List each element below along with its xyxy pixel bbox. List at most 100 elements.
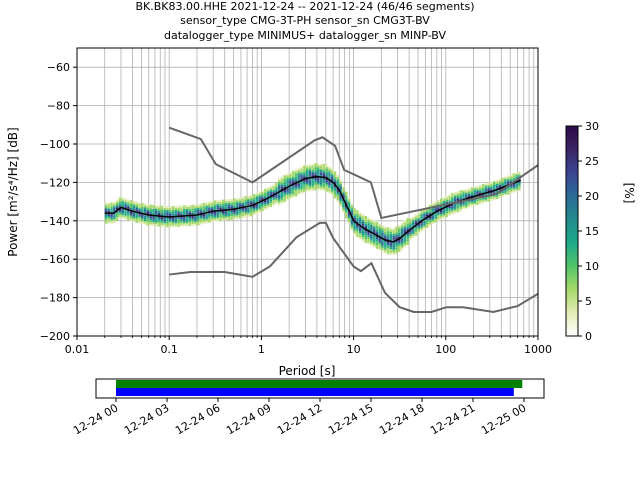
heatmap-cell <box>249 200 253 203</box>
heatmap-cell <box>428 212 432 215</box>
heatmap-cell <box>392 228 395 231</box>
heatmap-cell <box>328 172 331 175</box>
heatmap-cell <box>127 201 130 204</box>
heatmap-cell <box>269 203 273 206</box>
heatmap-cell <box>177 224 180 227</box>
heatmap-cell <box>350 226 354 229</box>
heatmap-cell <box>462 197 465 200</box>
heatmap-cell <box>205 204 208 207</box>
heatmap-cell <box>487 188 490 191</box>
heatmap-cell <box>325 174 328 177</box>
heatmap-cell <box>509 191 513 194</box>
heatmap-cell <box>395 230 398 233</box>
heatmap-cell <box>467 193 471 196</box>
colorbar <box>565 125 579 337</box>
heatmap-cell <box>305 172 309 175</box>
heatmap-cell <box>297 179 300 182</box>
heatmap-cell <box>269 199 273 202</box>
heatmap-cell <box>504 191 507 194</box>
heatmap-cell <box>311 175 314 178</box>
heatmap-cell <box>459 195 462 198</box>
heatmap-cell <box>378 244 381 247</box>
heatmap-cell <box>467 205 471 208</box>
heatmap-cell <box>490 189 493 192</box>
heatmap-cell <box>191 206 194 209</box>
heatmap-cell <box>213 206 217 209</box>
heatmap-cell <box>456 210 460 213</box>
heatmap-cell <box>157 209 161 212</box>
heatmap-cell <box>509 187 513 190</box>
heatmap-cell <box>370 228 373 231</box>
heatmap-cell <box>280 184 284 187</box>
heatmap-cell <box>163 211 166 214</box>
heatmap-cell <box>289 183 292 186</box>
heatmap-cell <box>417 212 421 215</box>
heatmap-cell <box>487 182 490 185</box>
heatmap-cell <box>384 247 387 250</box>
heatmap-cell <box>317 188 320 191</box>
heatmap-cell <box>286 196 289 199</box>
heatmap-cell <box>277 201 281 204</box>
heatmap-cell <box>308 173 312 176</box>
heatmap-cell <box>414 226 418 228</box>
heatmap-cell <box>263 200 267 203</box>
heatmap-cell <box>370 240 373 243</box>
heatmap-cell <box>319 169 323 172</box>
heatmap-cell <box>504 176 507 179</box>
heatmap-cell <box>258 208 261 211</box>
heatmap-cell <box>364 221 368 224</box>
heatmap-cell <box>255 206 259 209</box>
heatmap-cell <box>277 195 281 198</box>
heatmap-cell <box>425 212 429 215</box>
heatmap-cell <box>135 209 138 212</box>
heatmap-cell <box>157 213 161 216</box>
heatmap-cell <box>481 199 485 202</box>
heatmap-cell <box>409 237 412 240</box>
heatmap-cell <box>303 182 306 185</box>
heatmap-cell <box>258 206 261 209</box>
heatmap-cell <box>384 240 387 242</box>
heatmap-cell <box>132 216 136 219</box>
heatmap-cell <box>166 206 169 209</box>
heatmap-cell <box>155 210 158 213</box>
heatmap-cell <box>361 235 365 238</box>
heatmap-cell <box>330 189 334 192</box>
heatmap-cell <box>303 171 306 174</box>
heatmap-cell <box>456 204 460 207</box>
heatmap-cell <box>462 195 465 198</box>
heatmap-cell <box>459 197 462 200</box>
heatmap-cell <box>303 184 306 187</box>
heatmap-cell <box>325 170 328 173</box>
heatmap-cell <box>506 183 510 186</box>
heatmap-cell <box>479 190 482 193</box>
heatmap-cell <box>395 228 398 231</box>
heatmap-cell <box>336 190 340 193</box>
heatmap-cell <box>291 178 295 181</box>
heatmap-cell <box>177 211 180 214</box>
x-tick-label: 0.01 <box>65 343 90 356</box>
heatmap-cell <box>188 224 192 227</box>
heatmap-cell <box>395 241 398 244</box>
heatmap-cell <box>344 195 348 198</box>
heatmap-cell <box>291 172 295 175</box>
heatmap-cell <box>428 220 432 223</box>
heatmap-cell <box>291 188 295 191</box>
heatmap-cell <box>182 207 186 210</box>
heatmap-cell <box>364 237 368 240</box>
heatmap-cell <box>255 204 259 207</box>
heatmap-cell <box>294 186 298 189</box>
heatmap-cell <box>194 219 197 222</box>
heatmap-cell <box>160 221 164 224</box>
heatmap-cell <box>171 225 175 228</box>
heatmap-cell <box>470 204 474 207</box>
heatmap-cell <box>506 181 510 184</box>
heatmap-cell <box>356 227 359 230</box>
heatmap-cell <box>303 186 306 189</box>
heatmap-cell <box>182 218 186 221</box>
heatmap-cell <box>381 248 384 251</box>
heatmap-cell <box>406 241 409 244</box>
heatmap-cell <box>423 214 426 217</box>
heatmap-cell <box>395 247 398 250</box>
heatmap-cell <box>342 193 345 196</box>
heatmap-cell <box>104 214 108 216</box>
